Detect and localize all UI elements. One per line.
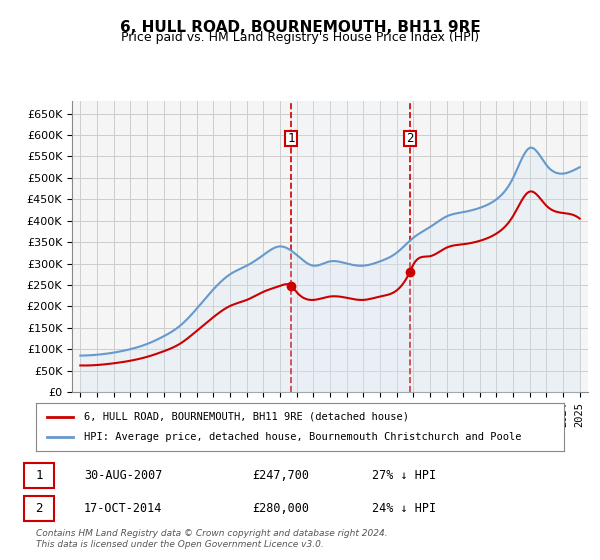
Bar xyxy=(291,101,410,392)
Text: 30-AUG-2007: 30-AUG-2007 xyxy=(84,469,163,482)
Text: 1: 1 xyxy=(35,469,43,482)
Text: HPI: Average price, detached house, Bournemouth Christchurch and Poole: HPI: Average price, detached house, Bour… xyxy=(83,432,521,442)
Text: Price paid vs. HM Land Registry's House Price Index (HPI): Price paid vs. HM Land Registry's House … xyxy=(121,31,479,44)
Text: £280,000: £280,000 xyxy=(252,502,309,515)
Text: 24% ↓ HPI: 24% ↓ HPI xyxy=(372,502,436,515)
Text: 6, HULL ROAD, BOURNEMOUTH, BH11 9RE (detached house): 6, HULL ROAD, BOURNEMOUTH, BH11 9RE (det… xyxy=(83,412,409,422)
Text: 2: 2 xyxy=(35,502,43,515)
Text: 27% ↓ HPI: 27% ↓ HPI xyxy=(372,469,436,482)
FancyBboxPatch shape xyxy=(404,131,416,146)
Text: £247,700: £247,700 xyxy=(252,469,309,482)
Text: 2: 2 xyxy=(406,132,413,145)
Text: 1: 1 xyxy=(287,132,295,145)
FancyBboxPatch shape xyxy=(24,496,54,521)
FancyBboxPatch shape xyxy=(286,131,297,146)
Text: 6, HULL ROAD, BOURNEMOUTH, BH11 9RE: 6, HULL ROAD, BOURNEMOUTH, BH11 9RE xyxy=(119,20,481,35)
FancyBboxPatch shape xyxy=(24,464,54,488)
Text: 17-OCT-2014: 17-OCT-2014 xyxy=(84,502,163,515)
Text: Contains HM Land Registry data © Crown copyright and database right 2024.
This d: Contains HM Land Registry data © Crown c… xyxy=(36,529,388,549)
